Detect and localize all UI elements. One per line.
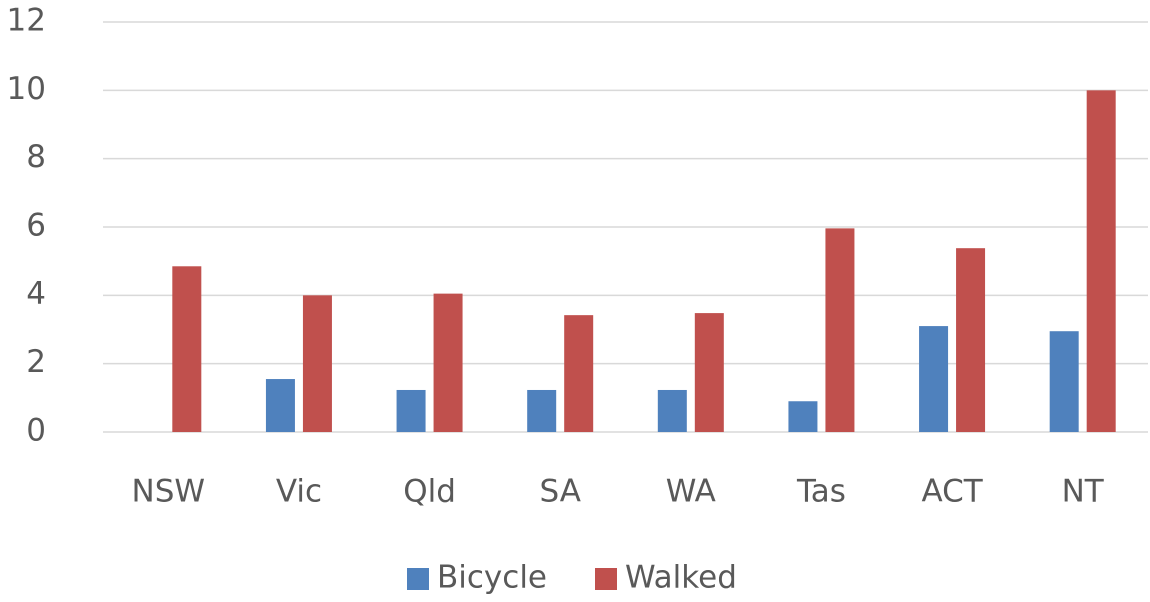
x-tick-label: NT (1062, 474, 1105, 510)
bar (302, 295, 332, 432)
y-tick-label: 0 (26, 413, 46, 449)
bar (433, 293, 463, 432)
bar (694, 313, 724, 432)
bar (172, 266, 202, 432)
bar (265, 379, 295, 432)
y-tick-label: 4 (26, 276, 46, 312)
y-tick-label: 12 (7, 3, 46, 39)
bar (919, 326, 949, 432)
bar (1086, 90, 1116, 432)
bar (825, 228, 855, 432)
y-tick-label: 8 (26, 139, 46, 175)
x-tick-label: NSW (132, 474, 206, 510)
legend-swatch (407, 568, 429, 590)
legend-label: Walked (625, 560, 737, 596)
x-tick-label: ACT (921, 474, 983, 510)
x-tick-label: SA (539, 474, 580, 510)
bar (527, 389, 557, 432)
legend-swatch (595, 568, 617, 590)
bar (396, 389, 426, 432)
bar (956, 248, 986, 432)
x-tick-label: Vic (276, 474, 322, 510)
y-tick-label: 6 (26, 208, 46, 244)
bar (657, 389, 687, 432)
x-tick-label: WA (666, 474, 716, 510)
y-tick-label: 10 (7, 71, 46, 107)
bar (788, 401, 818, 432)
y-tick-label: 2 (26, 344, 46, 380)
x-tick-label: Tas (796, 474, 846, 510)
x-tick-label: Qld (403, 474, 456, 510)
legend-label: Bicycle (437, 560, 547, 596)
bar (1049, 331, 1079, 432)
bar (564, 315, 594, 432)
